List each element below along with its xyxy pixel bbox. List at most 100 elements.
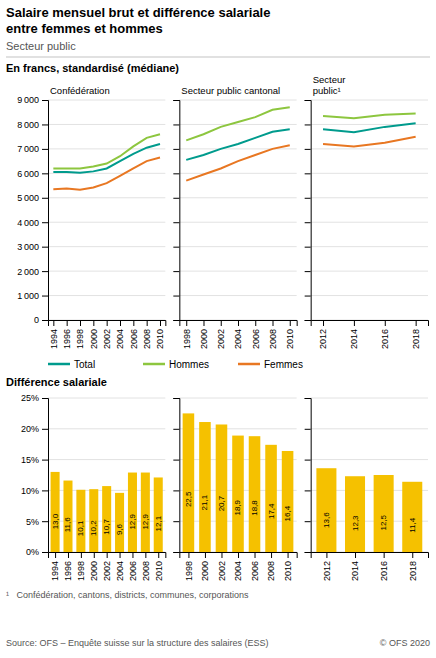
- footnote: ¹ Confédération, cantons, districts, com…: [6, 590, 249, 600]
- tick-label: 2002: [102, 329, 112, 349]
- tick-label: 2006: [250, 561, 260, 581]
- tick-label: 2018: [411, 329, 421, 349]
- tick-label: 2000: [89, 561, 99, 581]
- panel: 13,011,610,110,210,79,612,912,912,10%5%1…: [21, 393, 166, 581]
- tick-mark: [173, 149, 179, 150]
- tick-mark: [42, 124, 48, 125]
- tick: 25%: [21, 393, 48, 403]
- tick: 1998: [182, 320, 192, 349]
- data-label: 12,1: [154, 515, 163, 531]
- tick: [305, 271, 311, 272]
- tick: 3 000: [17, 242, 48, 252]
- tick-mark: [290, 320, 291, 326]
- tick-label: 2010: [154, 561, 164, 581]
- grid-line: [311, 398, 428, 399]
- bar: [249, 436, 261, 552]
- tick: [305, 100, 311, 101]
- tick-mark: [305, 398, 311, 399]
- tick: 2004: [233, 320, 243, 349]
- grid-line: [311, 173, 428, 174]
- bar: [141, 473, 150, 552]
- tick-mark: [42, 552, 48, 553]
- data-label: 20,7: [217, 495, 226, 511]
- tick-label: 2008: [266, 561, 276, 581]
- tick-label: 1998: [75, 329, 85, 349]
- data-label: 11,6: [63, 517, 72, 533]
- tick-mark: [42, 247, 48, 248]
- tick-label: 2008: [142, 329, 152, 349]
- tick-mark: [173, 429, 179, 430]
- tick-mark: [203, 320, 204, 326]
- x-axis: 2012201420162018: [311, 320, 428, 349]
- tick: 1994: [49, 320, 59, 349]
- tick-mark: [305, 100, 311, 101]
- tick: [305, 398, 311, 399]
- grid-line: [311, 100, 428, 101]
- tick-mark: [173, 247, 179, 248]
- data-label: 16,4: [283, 505, 292, 521]
- tick-mark: [133, 320, 134, 326]
- legend-label: Total: [74, 359, 95, 370]
- bar: [345, 476, 365, 552]
- grid-line: [311, 222, 428, 223]
- section-title: Différence salariale: [6, 376, 107, 388]
- tick: 2010: [285, 320, 295, 349]
- tick-mark: [354, 320, 355, 326]
- tick-label: 1998: [182, 329, 192, 349]
- tick: 1998: [75, 320, 85, 349]
- tick-label: 2002: [102, 561, 112, 581]
- tick-mark: [221, 320, 222, 326]
- tick-mark: [326, 552, 327, 558]
- tick-label: 0: [34, 315, 39, 325]
- tick: 2014: [350, 552, 360, 581]
- tick-label: 20%: [21, 424, 39, 434]
- grid-line: [48, 459, 165, 460]
- tick-label: 15%: [21, 455, 39, 465]
- tick-mark: [42, 173, 48, 174]
- data-label: 12,5: [379, 514, 388, 530]
- bar: [282, 451, 294, 552]
- tick-mark: [305, 247, 311, 248]
- tick-label: 1996: [63, 561, 73, 581]
- tick-label: 2014: [350, 561, 360, 581]
- tick: 2014: [349, 320, 359, 349]
- tick-label: 8 000: [17, 120, 39, 130]
- panel: 13,612,312,511,42012201420162018: [305, 398, 429, 581]
- line: [186, 107, 290, 140]
- bar: [265, 445, 277, 552]
- tick: [305, 198, 311, 199]
- tick-label: 2002: [216, 329, 226, 349]
- tick-mark: [305, 320, 311, 321]
- tick-mark: [305, 296, 311, 297]
- grid-line: [311, 197, 428, 198]
- tick-mark: [173, 521, 179, 522]
- plot-area: [183, 413, 294, 552]
- tick: [173, 124, 179, 125]
- tick: 2002: [102, 552, 112, 581]
- tick: [173, 198, 179, 199]
- plot-area: [51, 472, 163, 552]
- tick-mark: [132, 552, 133, 558]
- axis-line: [311, 321, 428, 327]
- tick-mark: [68, 552, 69, 558]
- tick: 1998: [184, 552, 194, 581]
- tick: 2008: [266, 552, 276, 581]
- tick: [305, 173, 311, 174]
- tick-mark: [188, 552, 189, 558]
- grid-line: [48, 246, 165, 247]
- tick-label: 1998: [184, 561, 194, 581]
- axis-line: [42, 101, 49, 321]
- panel-title-line: Secteur: [313, 74, 346, 85]
- tick-label: 5 000: [17, 193, 39, 203]
- x-axis: 1998200020022004200620082010: [180, 552, 297, 581]
- bar: [128, 473, 137, 552]
- panel-title-line: Confédération: [50, 85, 110, 96]
- grid-line: [179, 173, 296, 174]
- tick-mark: [305, 271, 311, 272]
- tick-mark: [158, 552, 159, 558]
- tick-label: 2 000: [17, 266, 39, 276]
- tick: 2000: [89, 552, 99, 581]
- tick: 1998: [76, 552, 86, 581]
- tick-mark: [173, 222, 179, 223]
- tick-label: 4 000: [17, 218, 39, 228]
